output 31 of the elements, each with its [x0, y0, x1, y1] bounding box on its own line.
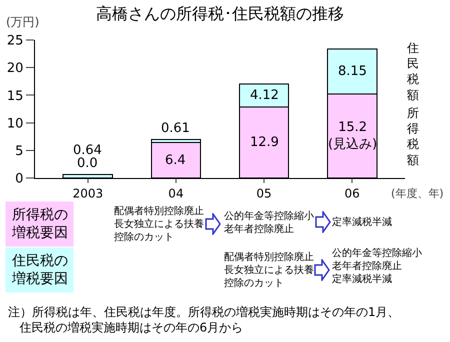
data-label: 6.4 [165, 153, 186, 168]
y-tick-label: 15 [6, 88, 24, 104]
text: 配偶者特別控除廃止長女独立による扶養控除のカット [114, 205, 204, 243]
y-axis-title: (万円) [6, 15, 40, 29]
text: 定率減税半減 [332, 216, 392, 228]
data-label: 4.12 [250, 88, 279, 103]
data-label: 0.61 [161, 121, 190, 136]
text: 配偶者特別控除廃止長女独立による扶養控除のカット [224, 251, 314, 289]
data-label: 15.2 (見込み) [328, 120, 378, 152]
y-tick-label: 5 [15, 144, 24, 159]
y-tick-label: 10 [6, 116, 24, 132]
x-tick-label: 04 [168, 186, 184, 200]
x-tick-label: 2003 [72, 186, 104, 200]
text: 注）所得税は年、住民税は年度。所得税の増税実施時期はその年の1月、住民税の増税実施時期はその年の6月から [8, 305, 400, 335]
chart-title: 高橋さんの所得税･住民税額の推移 [96, 4, 344, 24]
x-tick-label: 05 [256, 186, 272, 200]
data-label: 0.0 [77, 156, 98, 171]
x-axis-title: (年度、年) [391, 187, 444, 200]
data-label: 0.64 [73, 143, 102, 158]
text: 所得税額 [407, 106, 419, 167]
text: 公的年金等控除縮小老年者控除廃止 [224, 210, 314, 235]
y-tick-label: 20 [6, 61, 24, 76]
text: 住民税の増税要因 [11, 253, 68, 288]
data-label: 12.9 [250, 135, 279, 150]
data-label: 8.15 [338, 64, 367, 79]
text: 所得税の増税要因 [11, 207, 68, 242]
y-tick-label: 25 [6, 34, 24, 49]
y-tick-label: 0 [15, 172, 24, 187]
text: 住民税額 [406, 41, 419, 102]
text: 公的年金等控除縮小老年者控除廃止定率減税半減 [332, 247, 422, 285]
x-tick-label: 06 [344, 186, 360, 200]
